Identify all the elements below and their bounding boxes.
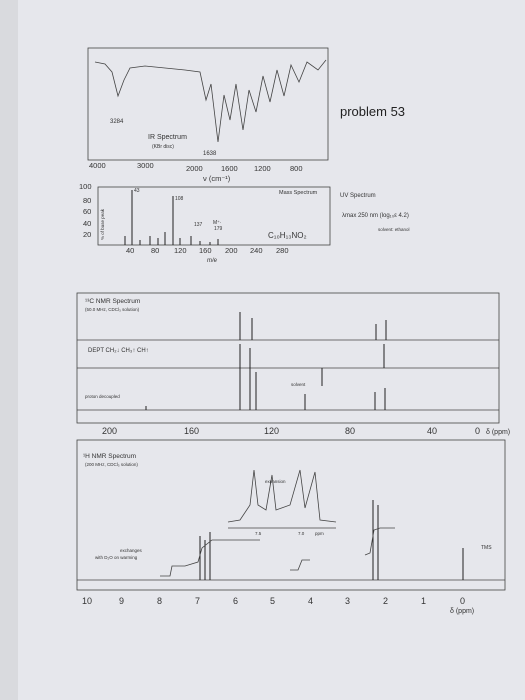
c13-x-tick: 120 <box>264 426 279 436</box>
c13-x-tick: 0 <box>475 426 480 436</box>
h1-x-tick: 2 <box>383 596 388 606</box>
c13-panel: ¹³C NMR Spectrum (50.0 MHz, CDCl₃ soluti… <box>76 292 510 436</box>
expansion-tick: 7.5 <box>255 531 262 536</box>
ir-panel: 3284 IR Spectrum (KBr disc) 1638 4000 30… <box>87 47 329 183</box>
ir-subtitle: (KBr disc) <box>152 144 174 150</box>
c13-x-label: δ (ppm) <box>486 429 510 436</box>
h1-subtitle: (200 MHz, CDCl₃ solution) <box>85 462 138 467</box>
c13-x-tick: 160 <box>184 426 199 436</box>
problem-number: problem 53 <box>340 104 405 119</box>
mass-x-tick: 160 <box>199 246 212 255</box>
h1-x-tick: 6 <box>233 596 238 606</box>
decoupled-label: proton decoupled <box>85 394 120 399</box>
solvent-label: solvent <box>291 382 306 387</box>
mass-peak-label: 43 <box>134 188 140 194</box>
ir-x-tick: 3000 <box>137 161 154 170</box>
h1-x-tick: 4 <box>308 596 313 606</box>
ir-frame <box>87 47 329 161</box>
mass-y-tick: 40 <box>83 219 91 228</box>
mass-x-tick: 280 <box>276 246 289 255</box>
expansion-trace <box>227 469 337 523</box>
mass-title: Mass Spectrum <box>279 190 318 196</box>
mass-x-tick: 120 <box>174 246 187 255</box>
integral <box>290 559 310 571</box>
h1-x-tick: 0 <box>460 596 465 606</box>
c13-subtitle: (50.0 MHz, CDCl₃ solution) <box>85 307 140 312</box>
integral <box>364 527 395 556</box>
mass-peak-label: 108 <box>175 196 184 202</box>
uv-solvent: solvent: ethanol <box>378 227 410 232</box>
expansion-label: expansion <box>265 479 286 484</box>
h1-title: ¹H NMR Spectrum <box>83 453 136 460</box>
mass-peaks <box>124 190 219 245</box>
integral <box>160 539 260 577</box>
expansion-tick: ppm <box>315 531 324 536</box>
molecular-ion: M⁺· <box>213 220 222 226</box>
c13-title: ¹³C NMR Spectrum <box>85 298 140 305</box>
mass-y-tick: 100 <box>79 182 92 191</box>
h1-x-label: δ (ppm) <box>450 608 474 615</box>
c13-peaks <box>145 312 387 410</box>
c13-frame <box>76 292 500 424</box>
mass-y-label: % of base peak <box>100 208 105 240</box>
uv-title: UV Spectrum <box>340 193 376 199</box>
h1-x-tick: 3 <box>345 596 350 606</box>
h1-peaks <box>199 500 464 580</box>
c13-x-tick: 40 <box>427 426 437 436</box>
mass-x-tick: 80 <box>151 246 159 255</box>
mass-x-tick: 200 <box>225 246 238 255</box>
h1-frame <box>76 439 506 591</box>
formula: C₁₀H₁₃NO₂ <box>268 231 307 240</box>
mass-y-tick: 80 <box>83 196 91 205</box>
ir-x-tick: 1200 <box>254 164 271 173</box>
ir-peak-label: 3284 <box>110 119 124 125</box>
molecular-mass: 179 <box>214 226 223 232</box>
exchange-label: exchanges <box>120 548 143 553</box>
h1-x-tick: 7 <box>195 596 200 606</box>
ir-x-tick: 2000 <box>186 164 203 173</box>
mass-peak-label: 137 <box>194 222 203 228</box>
mass-y-tick: 20 <box>83 230 91 239</box>
uv-lambda: λmax 250 nm (log₁₀ε 4.2) <box>342 213 409 219</box>
h1-x-tick: 1 <box>421 596 426 606</box>
h1-x-tick: 8 <box>157 596 162 606</box>
h1-panel: ¹H NMR Spectrum (200 MHz, CDCl₃ solution… <box>76 439 506 615</box>
ir-x-tick: 1600 <box>221 164 238 173</box>
dept-label: DEPT CH₂↓ CH₃↑ CH↑ <box>88 348 149 354</box>
c13-x-tick: 80 <box>345 426 355 436</box>
ir-x-label: ν (cm⁻¹) <box>203 174 231 183</box>
expansion-tick: 7.0 <box>298 531 305 536</box>
h1-x-tick: 9 <box>119 596 124 606</box>
mass-x-tick: 240 <box>250 246 263 255</box>
h1-x-tick: 5 <box>270 596 275 606</box>
paper <box>18 0 525 700</box>
ir-x-tick: 4000 <box>89 161 106 170</box>
ir-trace <box>94 59 327 143</box>
mass-x-label: m/e <box>207 258 218 264</box>
mass-x-tick: 40 <box>126 246 134 255</box>
mass-y-tick: 60 <box>83 207 91 216</box>
mass-frame <box>97 186 331 246</box>
mass-panel: Mass Spectrum 43 108 137 M⁺· 179 C₁₀H₁₃N… <box>79 182 331 264</box>
tms-label: TMS <box>481 545 492 551</box>
ir-x-tick: 800 <box>290 164 303 173</box>
h1-x-tick: 10 <box>82 596 92 606</box>
exchange-label: with D₂O on warming <box>95 555 138 560</box>
c13-x-tick: 200 <box>102 426 117 436</box>
ir-peak-label: 1638 <box>203 151 217 157</box>
ir-title: IR Spectrum <box>148 134 187 141</box>
paper-edge <box>0 0 18 700</box>
